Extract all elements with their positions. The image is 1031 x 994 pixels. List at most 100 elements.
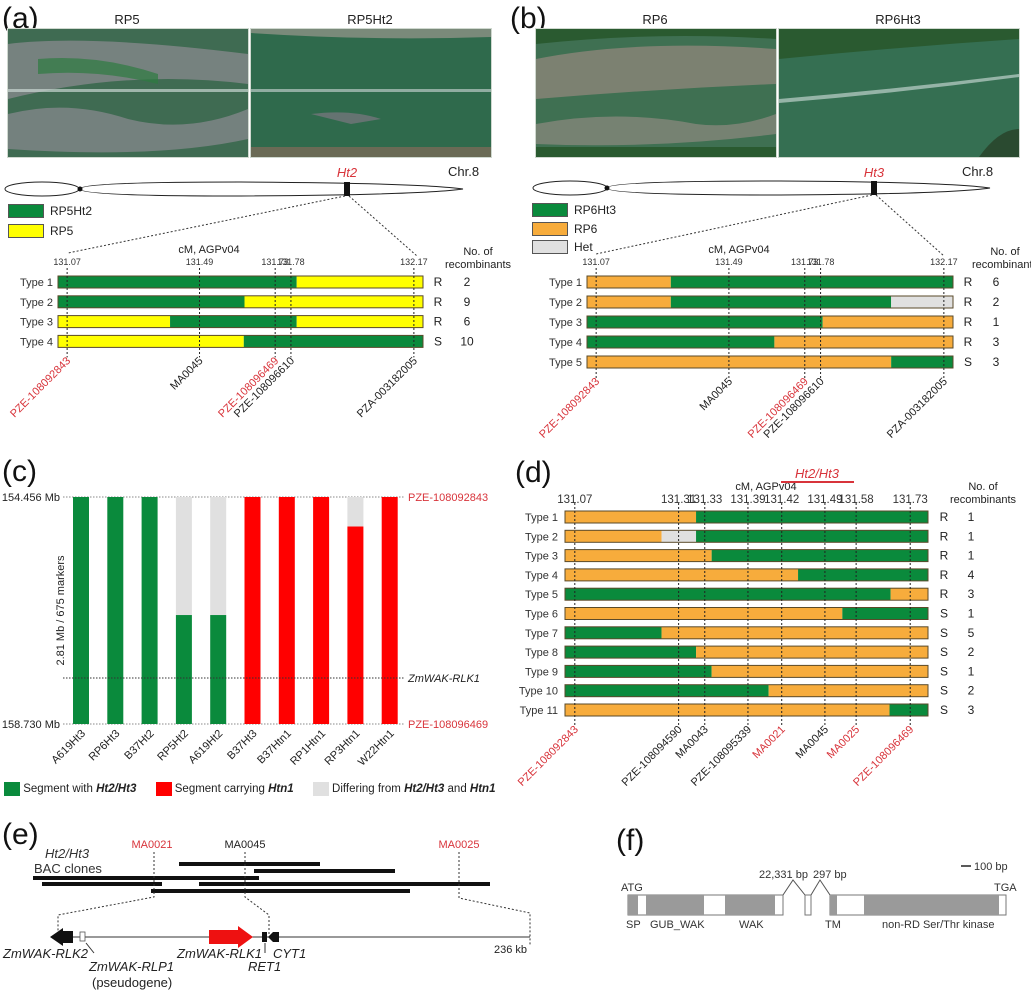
photo-title-rp5: RP5 xyxy=(114,12,140,27)
segment-green xyxy=(587,336,775,348)
legend-label-rp5: RP5 xyxy=(50,224,74,238)
recombinant-count: 4 xyxy=(968,568,975,582)
stop-codon: TGA xyxy=(994,882,1017,894)
col-header-recombinants: recombinants xyxy=(445,259,512,271)
bac-clone xyxy=(179,862,320,866)
bar-outline xyxy=(586,295,954,309)
leaf-photo-rp6 xyxy=(535,28,777,158)
segment-het xyxy=(891,296,953,308)
col-header-no-of: No. of xyxy=(968,481,998,493)
segment-green xyxy=(889,704,928,716)
recombinant-count: 1 xyxy=(968,549,975,563)
bac-title: BAC clones xyxy=(34,861,102,876)
recombinant-count: 1 xyxy=(968,510,975,524)
marker-dash-lines xyxy=(57,852,531,945)
bar-outline xyxy=(564,587,929,601)
scale-label: 100 bp xyxy=(974,861,1008,873)
bar-outline xyxy=(564,529,929,543)
marker-label: MA0021 xyxy=(750,724,787,761)
panel-f-gene-structure: 100 bp 22,331 bp 297 bp ATG TGA SP GUB_W… xyxy=(621,861,1017,931)
tick-label: 131.58 xyxy=(839,494,874,506)
domain-sp-label: SP xyxy=(626,919,641,931)
haplotype-row: Type 11 S 3 xyxy=(520,703,975,717)
row-label: Type 1 xyxy=(525,512,558,524)
marker-label: PZA-003182005 xyxy=(355,355,420,420)
bar-segment-ht2-ht3 xyxy=(210,615,227,724)
phenotype: S xyxy=(434,334,442,348)
legend-c-label-gray: Differing from Ht2/Ht3 and Htn1 xyxy=(332,783,496,796)
phenotype: S xyxy=(940,607,948,621)
recombinant-count: 5 xyxy=(968,626,975,640)
bar-segment-ht2-ht3 xyxy=(73,497,89,724)
row-label: Type 6 xyxy=(525,609,558,621)
segment-green xyxy=(170,315,297,328)
region-label-ht2-ht3: Ht2/Ht3 xyxy=(795,466,840,481)
haplotype-row: Type 2 R 1 xyxy=(525,529,975,543)
bar-outline xyxy=(57,275,424,289)
zmwak-rlk2-arrow xyxy=(50,928,73,946)
phenotype: R xyxy=(964,275,973,289)
bac-clones xyxy=(33,862,490,893)
haplotype-row: Type 8 S 2 xyxy=(525,645,975,659)
bottom-position-label: 158.730 Mb xyxy=(2,719,60,731)
segment-green xyxy=(565,684,769,697)
segment-green xyxy=(670,296,892,308)
tick-label: 131.49 xyxy=(715,257,743,267)
gene-label-ht3: Ht3 xyxy=(864,165,885,180)
phenotype: R xyxy=(940,529,949,543)
bar-segment-ht2-ht3 xyxy=(107,497,124,724)
leaf-photo-rp5ht2 xyxy=(250,28,492,158)
phenotype: R xyxy=(940,568,949,582)
panel-e-label: (e) xyxy=(2,818,39,851)
bar-segment-htn1 xyxy=(313,497,330,724)
segment-yellow xyxy=(296,276,423,288)
domain-tm-label: TM xyxy=(825,919,841,931)
bac-clone xyxy=(42,882,162,886)
segment-orange xyxy=(565,511,697,523)
axis-title: cM, AGPv04 xyxy=(735,481,796,493)
panel-d-label: (d) xyxy=(515,456,552,489)
photo-title-rp5ht2: RP5Ht2 xyxy=(347,12,393,27)
tick-label: 131.07 xyxy=(557,494,592,506)
marker-ma0021: MA0021 xyxy=(132,839,173,851)
category-label: A619Ht3 xyxy=(49,728,88,767)
phenotype: R xyxy=(434,295,443,309)
recombinant-count: 6 xyxy=(993,275,1000,289)
tick-label: 131.07 xyxy=(582,257,610,267)
category-label: A619Ht2 xyxy=(187,728,226,767)
bar-outline xyxy=(564,626,929,640)
col-header-no-of: No. of xyxy=(463,246,493,258)
recombinant-count: 1 xyxy=(993,315,1000,329)
zmwak-rlk1-label: ZmWAK-RLK1 xyxy=(407,673,480,685)
recombinant-count: 9 xyxy=(464,295,471,309)
tick-label: 131.31 xyxy=(661,494,696,506)
row-label: Type 3 xyxy=(525,551,558,563)
segment-orange xyxy=(661,626,928,639)
start-codon: ATG xyxy=(621,882,643,894)
segment-green xyxy=(565,588,891,601)
marker-label: MA0025 xyxy=(825,724,862,761)
bar-outline xyxy=(564,568,929,582)
legend-swatch-het xyxy=(532,240,568,254)
haplotype-row: Type 6 S 1 xyxy=(525,607,975,621)
chromosome-b xyxy=(532,180,991,196)
chr-label-a: Chr.8 xyxy=(448,164,479,179)
recombinant-count: 3 xyxy=(968,703,975,717)
bar-segment-htn1 xyxy=(278,497,295,724)
segment-orange xyxy=(587,276,671,288)
chromosome-a xyxy=(4,181,464,197)
recombinant-count: 6 xyxy=(464,315,471,329)
phenotype: R xyxy=(964,315,973,329)
haplotype-row: Type 9 S 1 xyxy=(525,664,975,678)
haplotype-row: Type 2 R 2 xyxy=(549,295,1000,309)
bar-column: B37Ht2 xyxy=(122,497,158,762)
bottom-marker-label: PZE-108096469 xyxy=(408,719,488,731)
row-label: Type 2 xyxy=(549,297,582,309)
recombinant-count: 2 xyxy=(968,645,975,659)
col-header-no-of: No. of xyxy=(990,246,1020,258)
recombinant-count: 1 xyxy=(968,529,975,543)
bar-outline xyxy=(564,549,929,563)
segment-orange xyxy=(696,646,928,659)
bar-column: RP6Ht3 xyxy=(87,497,124,763)
